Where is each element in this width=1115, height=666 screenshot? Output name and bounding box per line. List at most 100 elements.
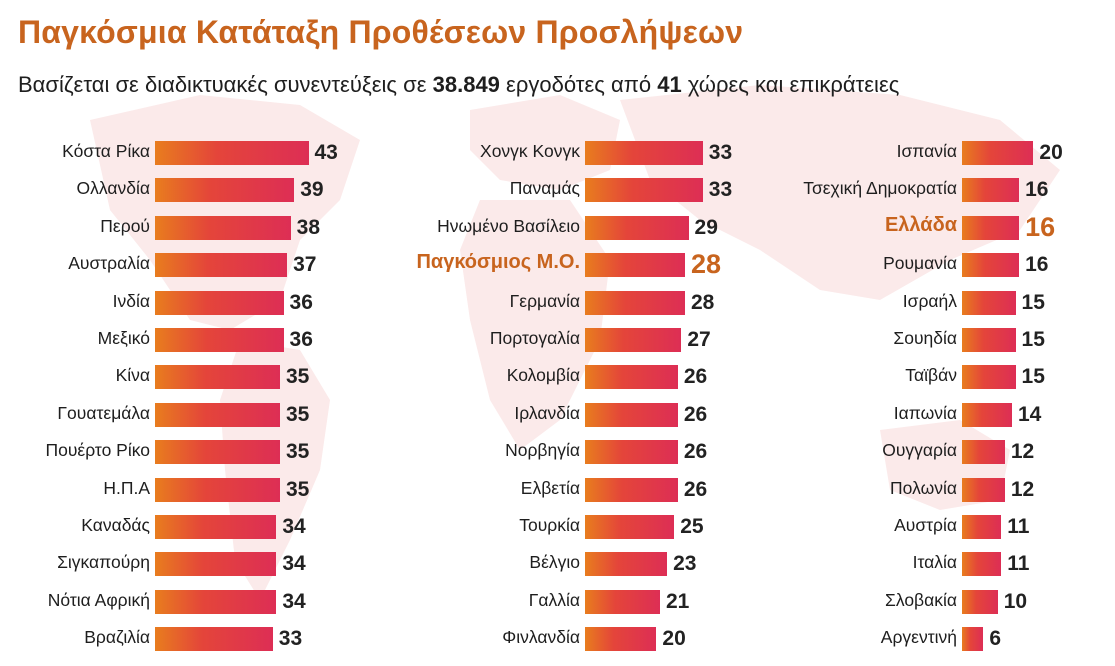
bar-row: Μεξικό 36 bbox=[0, 327, 360, 352]
country-count: 41 bbox=[657, 72, 682, 97]
bar-value-label: 28 bbox=[690, 290, 715, 314]
bar bbox=[155, 477, 280, 502]
bar-row: Ελλάδα 16 bbox=[757, 212, 1115, 242]
bar bbox=[962, 365, 1016, 390]
bar-row: Σλοβακία 10 bbox=[757, 589, 1115, 614]
bar-label: Κολομβία bbox=[506, 365, 580, 386]
bar-label: Τσεχική Δημοκρατία bbox=[803, 178, 957, 199]
bar-label: Ουγγαρία bbox=[882, 440, 957, 461]
bar bbox=[585, 589, 660, 614]
bar bbox=[155, 253, 288, 278]
page-subtitle: Βασίζεται σε διαδικτυακές συνεντεύξεις σ… bbox=[18, 72, 899, 98]
subtitle-text-1: Βασίζεται σε διαδικτυακές συνεντεύξεις σ… bbox=[18, 72, 433, 97]
bar bbox=[585, 328, 682, 352]
bar bbox=[585, 515, 675, 539]
bar-label: Καναδάς bbox=[81, 515, 150, 535]
bar-row: Ιαπωνία 14 bbox=[757, 402, 1115, 427]
bar-value-label: 27 bbox=[687, 328, 711, 351]
bar-row: Νότια Αφρική 34 bbox=[0, 589, 360, 614]
bar-label: Ηνωμένο Βασίλειο bbox=[437, 215, 580, 236]
bar-label: Νότια Αφρική bbox=[47, 589, 150, 610]
bar bbox=[155, 215, 291, 240]
bar-row: Κολομβία 26 bbox=[378, 364, 738, 390]
bar bbox=[962, 627, 984, 652]
bar-value-label: 16 bbox=[1025, 253, 1049, 277]
bar-value-label: 26 bbox=[683, 477, 708, 501]
bar-value-label: 16 bbox=[1025, 178, 1049, 202]
bar-label: Ελλάδα bbox=[884, 213, 957, 236]
bar-value-label: 38 bbox=[296, 215, 321, 239]
bar bbox=[155, 402, 280, 427]
bar-label: Πορτογαλία bbox=[489, 328, 580, 348]
bar bbox=[962, 215, 1020, 240]
bar-value-label: 10 bbox=[1003, 589, 1028, 613]
bar bbox=[155, 627, 273, 652]
bar-label: Αργεντινή bbox=[880, 627, 957, 648]
bar-label: Βραζιλία bbox=[84, 627, 150, 648]
subtitle-text-3: χώρες και επικράτειες bbox=[681, 72, 900, 97]
bar-label: Ιρλανδία bbox=[514, 402, 580, 423]
bar-label: Ισραήλ bbox=[902, 290, 957, 311]
bar-row: Πολωνία 12 bbox=[757, 477, 1115, 502]
bar-label: Παγκόσμιος Μ.Ο. bbox=[416, 251, 580, 274]
bar-value-label: 16 bbox=[1025, 211, 1056, 242]
bar-row: Βέλγιο 23 bbox=[378, 551, 738, 577]
bar-value-label: 12 bbox=[1010, 440, 1035, 464]
bar-row: Σιγκαπούρη 34 bbox=[0, 551, 360, 577]
bar bbox=[585, 290, 685, 315]
bar-value-label: 33 bbox=[278, 627, 303, 651]
bar-label: Ολλανδία bbox=[76, 178, 150, 199]
bar-row: Τσεχική Δημοκρατία 16 bbox=[757, 177, 1115, 203]
bar-value-label: 36 bbox=[289, 328, 313, 351]
subtitle-text-2: εργοδότες από bbox=[499, 72, 658, 97]
bar-value-label: 33 bbox=[708, 141, 733, 164]
bar-row: Φινλανδία 20 bbox=[378, 626, 738, 652]
bar-label: Ινδία bbox=[112, 290, 150, 311]
bar-value-label: 11 bbox=[1007, 515, 1030, 538]
bar bbox=[155, 515, 277, 539]
bar bbox=[962, 290, 1016, 315]
bar-value-label: 14 bbox=[1017, 402, 1042, 426]
bar bbox=[155, 552, 277, 577]
bar bbox=[585, 178, 703, 203]
bar-label: Αυστρία bbox=[894, 515, 957, 535]
bar bbox=[155, 290, 284, 315]
bar bbox=[962, 515, 1002, 539]
bar-label: Σιγκαπούρη bbox=[57, 552, 150, 573]
bar-label: Ιταλία bbox=[912, 552, 957, 573]
bar-row: Η.Π.Α 35 bbox=[0, 477, 360, 502]
bar-value-label: 34 bbox=[282, 515, 306, 538]
bar-label: Φινλανδία bbox=[502, 627, 580, 648]
bar-label: Χονγκ Κονγκ bbox=[480, 141, 580, 161]
bar-row: Ταϊβάν 15 bbox=[757, 364, 1115, 390]
bar-row: Ουγγαρία 12 bbox=[757, 439, 1115, 465]
employer-count: 38.849 bbox=[432, 72, 500, 97]
bar bbox=[962, 552, 1002, 577]
bar-value-label: 34 bbox=[282, 552, 306, 576]
bar bbox=[585, 141, 703, 165]
bar-row: Κόστα Ρίκα 43 bbox=[0, 140, 360, 165]
bar-row: Τουρκία 25 bbox=[378, 514, 738, 539]
bar-row: Παναμάς 33 bbox=[378, 177, 738, 203]
bar bbox=[585, 253, 685, 278]
bar-value-label: 15 bbox=[1021, 328, 1045, 351]
bar-value-label: 35 bbox=[285, 440, 310, 464]
bar-label: Τουρκία bbox=[519, 515, 580, 535]
bar-label: Κόστα Ρίκα bbox=[62, 141, 150, 161]
bar bbox=[585, 215, 689, 240]
bar bbox=[962, 440, 1005, 465]
bar-row: Καναδάς 34 bbox=[0, 514, 360, 539]
bar-row: Πορτογαλία 27 bbox=[378, 327, 738, 352]
bar-row: Αυστρία 11 bbox=[757, 514, 1115, 539]
bar-value-label: 12 bbox=[1010, 477, 1035, 501]
bar-value-label: 43 bbox=[314, 141, 338, 164]
bar bbox=[962, 589, 998, 614]
bar-label: Νορβηγία bbox=[505, 440, 580, 461]
bar bbox=[155, 328, 284, 352]
bar-value-label: 29 bbox=[694, 215, 718, 239]
bar bbox=[585, 440, 678, 465]
bar-label: Αυστραλία bbox=[68, 253, 150, 274]
bar-value-label: 39 bbox=[300, 178, 324, 202]
bar bbox=[962, 141, 1034, 165]
bar-row: Ιρλανδία 26 bbox=[378, 402, 738, 427]
